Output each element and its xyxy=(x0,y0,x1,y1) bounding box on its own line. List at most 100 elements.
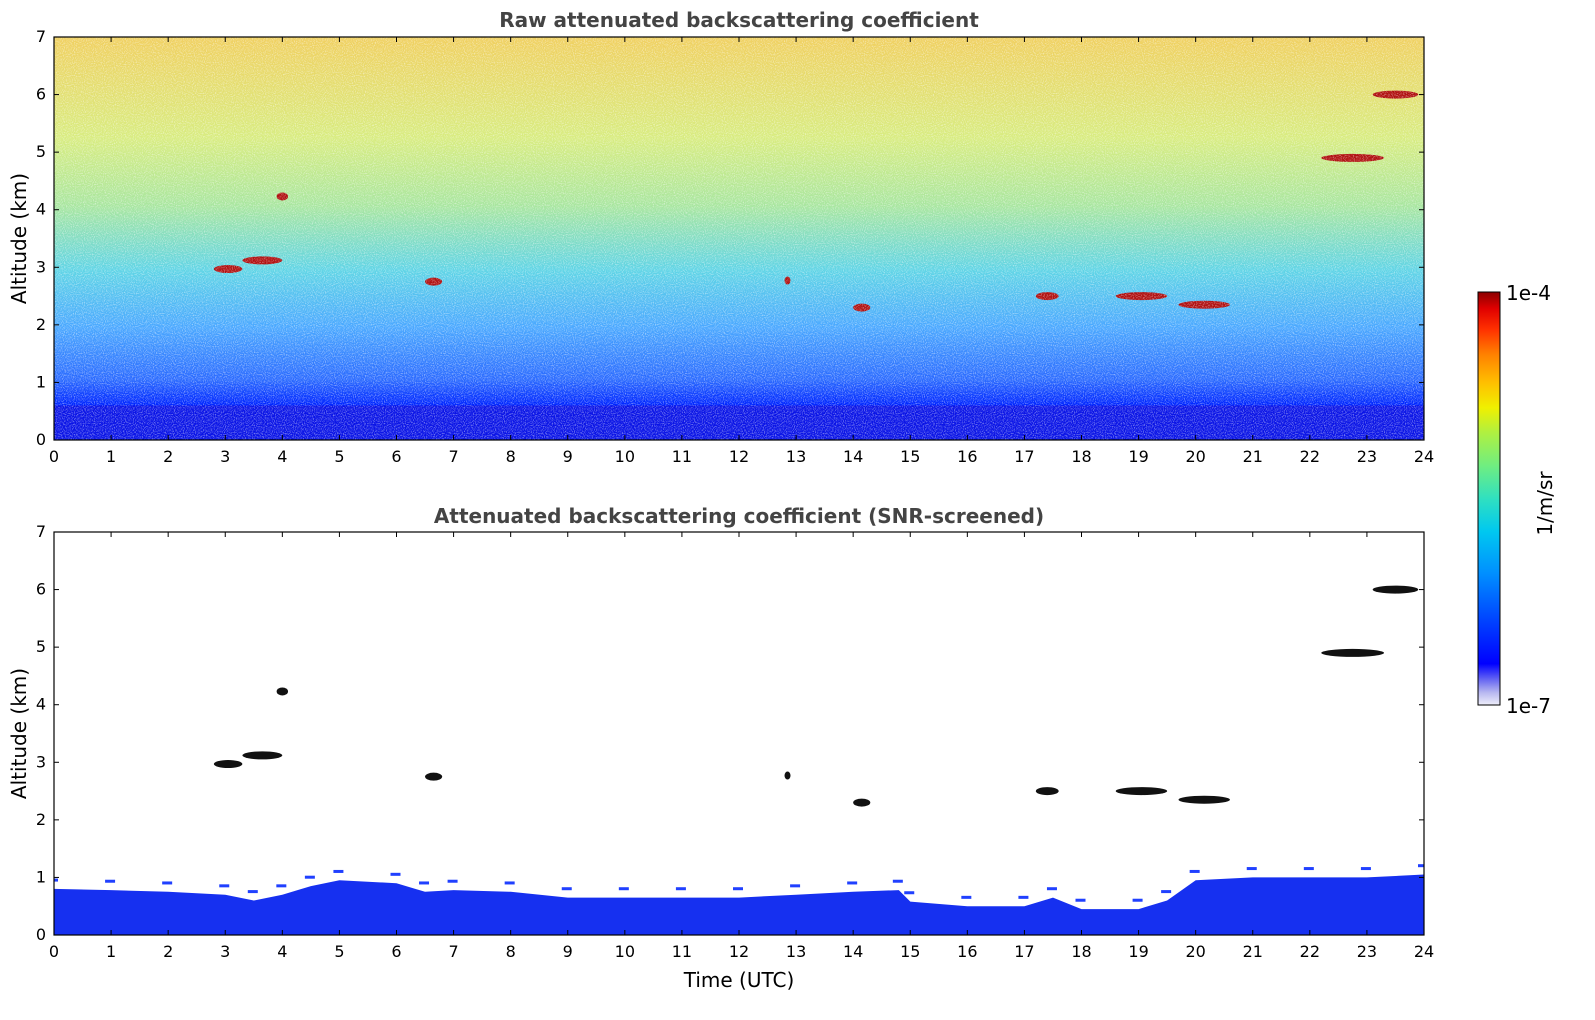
heatmap-image xyxy=(54,532,1424,935)
boundary-layer-speck xyxy=(419,881,430,885)
boundary-layer-speck xyxy=(162,881,173,885)
x-tick-label: 5 xyxy=(334,942,344,961)
x-tick-label: 3 xyxy=(220,447,230,466)
x-tick-label: 15 xyxy=(900,942,920,961)
y-tick-label: 5 xyxy=(36,142,46,161)
x-tick-label: 16 xyxy=(957,942,977,961)
y-tick-label: 3 xyxy=(36,752,46,771)
x-tick-label: 8 xyxy=(506,447,516,466)
boundary-layer-speck xyxy=(276,884,287,888)
x-tick-label: 20 xyxy=(1185,942,1205,961)
colorbar-min-label: 1e-7 xyxy=(1506,694,1551,718)
x-tick-label: 19 xyxy=(1128,447,1148,466)
x-tick-label: 22 xyxy=(1300,942,1320,961)
boundary-layer-speck xyxy=(247,890,258,894)
x-tick-label: 17 xyxy=(1014,447,1034,466)
y-tick-label: 4 xyxy=(36,200,46,219)
y-tick-label: 6 xyxy=(36,580,46,599)
boundary-layer-speck xyxy=(54,878,58,882)
cloud-patch xyxy=(784,771,791,780)
cloud-patch xyxy=(1035,787,1059,796)
x-tick-label: 1 xyxy=(106,942,116,961)
x-tick-label: 11 xyxy=(672,942,692,961)
boundary-layer-speck xyxy=(1132,898,1143,902)
x-tick-label: 21 xyxy=(1243,447,1263,466)
x-tick-label: 8 xyxy=(506,942,516,961)
x-tick-label: 7 xyxy=(448,942,458,961)
x-tick-label: 14 xyxy=(843,942,863,961)
x-tick-label: 4 xyxy=(277,447,287,466)
y-tick-label: 4 xyxy=(36,695,46,714)
x-axis-ticks: 0 1 2 3 4 5 6 7 8 9 10 11 12 13 14 15 16 17 18 19 20 21 22 23 24 xyxy=(49,37,1434,466)
x-tick-label: 2 xyxy=(163,447,173,466)
x-tick-label: 12 xyxy=(729,942,749,961)
cloud-patch xyxy=(1372,585,1419,594)
y-tick-label: 1 xyxy=(36,372,46,391)
boundary-layer-speck xyxy=(790,884,801,888)
x-tick-label: 10 xyxy=(615,447,635,466)
x-tick-label: 12 xyxy=(729,447,749,466)
boundary-layer-speck xyxy=(1161,890,1172,894)
x-axis-label: Time (UTC) xyxy=(683,968,795,992)
boundary-layer-speck xyxy=(219,884,230,888)
y-tick-label: 5 xyxy=(36,637,46,656)
boundary-layer-speck xyxy=(1189,869,1200,873)
colorbar-unit-label: 1/m/sr xyxy=(1533,471,1557,536)
boundary-layer-speck xyxy=(1303,867,1314,871)
x-tick-label: 23 xyxy=(1357,942,1377,961)
y-tick-label: 0 xyxy=(36,925,46,944)
y-tick-label: 7 xyxy=(36,522,46,541)
boundary-layer-speck xyxy=(733,887,743,891)
chart-title: Raw attenuated backscattering coefficien… xyxy=(499,8,979,32)
x-tick-label: 22 xyxy=(1300,447,1320,466)
boundary-layer-speck xyxy=(618,887,629,891)
y-tick-label: 1 xyxy=(36,867,46,886)
x-tick-label: 5 xyxy=(334,447,344,466)
cloud-patch xyxy=(213,760,243,769)
boundary-layer-speck xyxy=(675,887,686,891)
x-tick-label: 10 xyxy=(615,942,635,961)
boundary-layer-speck xyxy=(390,872,401,876)
x-tick-label: 18 xyxy=(1071,447,1091,466)
x-tick-label: 4 xyxy=(277,942,287,961)
y-tick-label: 3 xyxy=(36,257,46,276)
boundary-layer-speck xyxy=(105,879,116,883)
x-tick-label: 15 xyxy=(900,447,920,466)
x-axis-ticks: 0 1 2 3 4 5 6 7 8 9 10 11 12 13 14 15 16 17 18 19 20 21 22 23 24 xyxy=(49,532,1434,961)
x-tick-label: 21 xyxy=(1243,942,1263,961)
cloud-patch xyxy=(1115,787,1168,796)
x-tick-label: 20 xyxy=(1185,447,1205,466)
boundary-layer-speck xyxy=(1246,867,1257,871)
x-tick-label: 3 xyxy=(220,942,230,961)
x-tick-label: 2 xyxy=(163,942,173,961)
x-tick-label: 7 xyxy=(448,447,458,466)
x-tick-label: 0 xyxy=(49,942,59,961)
y-axis-ticks: 0 1 2 3 4 5 6 7 xyxy=(36,522,1424,944)
cloud-patch xyxy=(276,687,289,696)
y-axis-label: Altitude (km) xyxy=(7,668,31,799)
x-tick-label: 19 xyxy=(1128,942,1148,961)
x-tick-label: 18 xyxy=(1071,942,1091,961)
y-tick-label: 0 xyxy=(36,430,46,449)
boundary-layer-speck xyxy=(504,881,515,885)
x-tick-label: 13 xyxy=(786,447,806,466)
x-tick-label: 14 xyxy=(843,447,863,466)
cloud-patch xyxy=(425,772,443,781)
x-tick-label: 6 xyxy=(391,942,401,961)
boundary-layer-speck xyxy=(304,875,315,879)
boundary-layer-speck xyxy=(1418,864,1424,868)
x-tick-label: 24 xyxy=(1414,942,1434,961)
x-tick-label: 0 xyxy=(49,447,59,466)
x-tick-label: 16 xyxy=(957,447,977,466)
x-tick-label: 23 xyxy=(1357,447,1377,466)
boundary-layer-speck xyxy=(892,879,903,883)
x-tick-label: 13 xyxy=(786,942,806,961)
x-tick-label: 9 xyxy=(563,942,573,961)
raw-backscatter-panel: Raw attenuated backscattering coefficien… xyxy=(7,8,1434,466)
heatmap-background xyxy=(54,532,1424,935)
y-axis-ticks: 0 1 2 3 4 5 6 7 xyxy=(36,27,1424,449)
x-tick-label: 24 xyxy=(1414,447,1434,466)
boundary-layer-speck xyxy=(904,891,915,895)
x-tick-label: 17 xyxy=(1014,942,1034,961)
colorbar-max-label: 1e-4 xyxy=(1506,281,1551,305)
